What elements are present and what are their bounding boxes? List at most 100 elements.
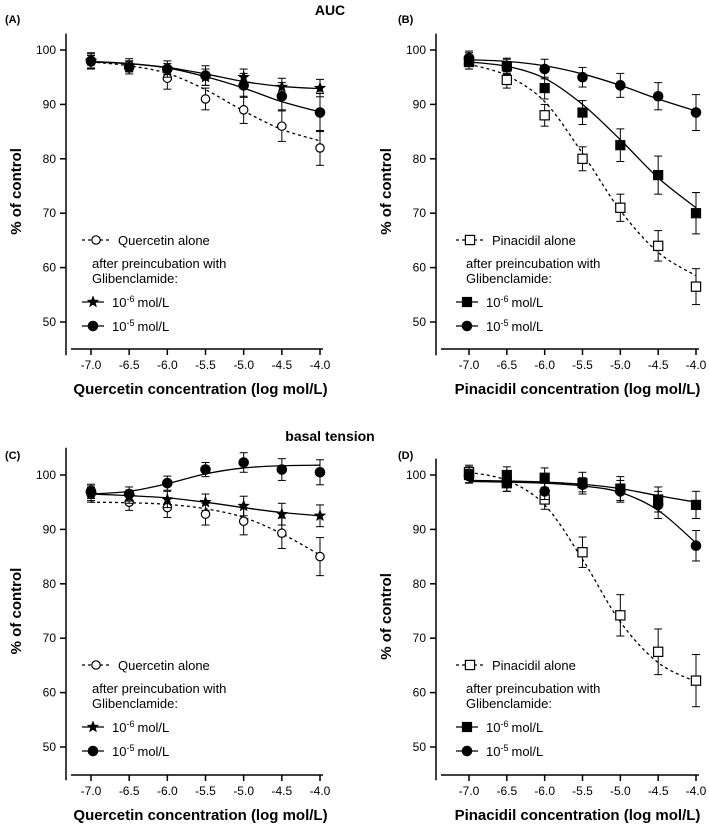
x-tick-label: -4.0	[310, 784, 331, 798]
x-tick-label: -5.5	[572, 358, 593, 372]
x-tick-label: -6.5	[496, 358, 517, 372]
data-point	[577, 479, 588, 491]
data-point	[162, 63, 173, 75]
panel-label: (A)	[5, 14, 21, 26]
section-title-basal-tension: basal tension	[285, 428, 374, 444]
y-tick-label: 90	[413, 97, 427, 111]
data-point	[238, 105, 249, 115]
y-tick-label: 60	[413, 686, 427, 700]
legend-label-exponent: -6	[126, 719, 134, 729]
legend-marker	[91, 660, 101, 670]
legend-label-unit: mol/L	[511, 744, 543, 759]
legend-label-base: 10	[112, 744, 126, 759]
legend-marker	[86, 295, 100, 308]
legend-marker	[461, 721, 473, 733]
legend-subheading: after preincubation with	[92, 681, 226, 696]
y-tick-label: 70	[43, 206, 57, 220]
x-tick-label: -7.0	[81, 358, 102, 372]
legend-label-exponent: -5	[126, 743, 134, 753]
data-point	[615, 80, 626, 91]
data-point	[690, 208, 702, 219]
legend-subheading: Glibenclamide:	[92, 696, 178, 711]
legend-label-unit: mol/L	[137, 295, 169, 310]
y-tick-label: 70	[413, 206, 427, 220]
y-tick-label: 80	[413, 152, 427, 166]
y-tick-label: 70	[43, 631, 57, 645]
data-point	[275, 507, 289, 520]
legend-label: Quercetin alone	[118, 658, 210, 673]
x-tick-label: -7.0	[459, 358, 480, 372]
chart-panel-a: (A) 50 60 70 80 90 100 % of control -7.0 -6.5 -6.0…	[5, 14, 331, 398]
data-point	[238, 457, 249, 468]
legend-label-exponent: -5	[500, 318, 508, 328]
data-point	[199, 495, 212, 508]
y-tick-label: 80	[43, 152, 57, 166]
series-1	[463, 466, 702, 520]
y-tick-label: 50	[43, 740, 57, 754]
legend-subheading: Glibenclamide:	[92, 271, 178, 286]
legend-label-unit: mol/L	[511, 319, 543, 334]
data-point	[690, 675, 702, 686]
x-tick-label: -4.0	[686, 784, 707, 798]
legend-label: 10-5 mol/L	[112, 743, 169, 759]
y-tick-label: 90	[413, 522, 427, 536]
legend-label: 10-6 mol/L	[112, 719, 169, 735]
y-tick-label: 60	[43, 261, 57, 275]
x-tick-label: -6.5	[119, 358, 140, 372]
x-axis-label: Quercetin concentration (log mol/L)	[73, 381, 327, 398]
x-axis-label: Pinacidil concentration (log mol/L)	[455, 807, 701, 824]
panel-label: (D)	[398, 450, 414, 462]
legend-label-exponent: -5	[500, 743, 508, 753]
x-axis-label: Pinacidil concentration (log mol/L)	[455, 381, 701, 398]
data-point	[463, 470, 475, 482]
legend-label: Pinacidil alone	[492, 233, 576, 248]
data-point	[315, 551, 325, 562]
data-point	[615, 202, 626, 213]
y-tick-label: 50	[413, 740, 427, 754]
y-axis-label: % of control	[8, 148, 25, 235]
legend-subheading: after preincubation with	[92, 256, 226, 271]
legend-label-exponent: -6	[500, 294, 508, 304]
legend-subheading: after preincubation with	[466, 256, 600, 271]
data-point	[314, 466, 326, 478]
x-tick-label: -4.5	[648, 784, 669, 798]
x-tick-label: -6.5	[496, 784, 517, 798]
x-tick-label: -4.0	[686, 358, 707, 372]
x-tick-label: -5.0	[610, 784, 631, 798]
legend-label-exponent: -5	[126, 318, 134, 328]
data-point	[313, 509, 327, 522]
legend-label-base: 10	[486, 720, 500, 735]
y-tick-label: 50	[43, 315, 57, 329]
x-tick-label: -5.0	[233, 784, 254, 798]
x-tick-label: -4.0	[310, 358, 331, 372]
legend-label-unit: mol/L	[511, 720, 543, 735]
legend-marker	[86, 720, 100, 733]
legend-label-base: 10	[112, 319, 126, 334]
data-point	[313, 81, 327, 94]
x-tick-label: -5.5	[195, 784, 216, 798]
legend-label-base: 10	[486, 319, 500, 334]
chart-panel-b: (B) 50 60 70 80 90 100 % of control -7.0 -6.5 -6.0…	[378, 14, 707, 398]
legend-label-unit: mol/L	[511, 295, 543, 310]
data-point	[276, 90, 288, 102]
data-point	[160, 492, 174, 505]
x-tick-label: -5.5	[195, 358, 216, 372]
data-point	[315, 143, 325, 153]
chart-panel-d: (D) 50 60 70 80 90 100 % of control -7.0 -6.5 -6.0…	[378, 450, 707, 824]
panel-label: (C)	[5, 450, 21, 462]
data-point	[577, 547, 588, 558]
y-tick-label: 100	[406, 43, 426, 57]
legend-label: 10-5 mol/L	[112, 318, 169, 334]
series-2	[85, 452, 326, 502]
legend: Quercetin alone after preincubation withG…	[82, 658, 226, 759]
data-point	[539, 82, 550, 94]
data-point	[200, 464, 211, 475]
legend-label-exponent: -6	[500, 719, 508, 729]
data-point	[539, 63, 550, 75]
x-tick-label: -6.0	[534, 358, 555, 372]
y-axis-label: % of control	[8, 568, 25, 655]
data-point	[615, 140, 626, 151]
data-point	[539, 472, 550, 483]
data-point	[238, 516, 249, 527]
